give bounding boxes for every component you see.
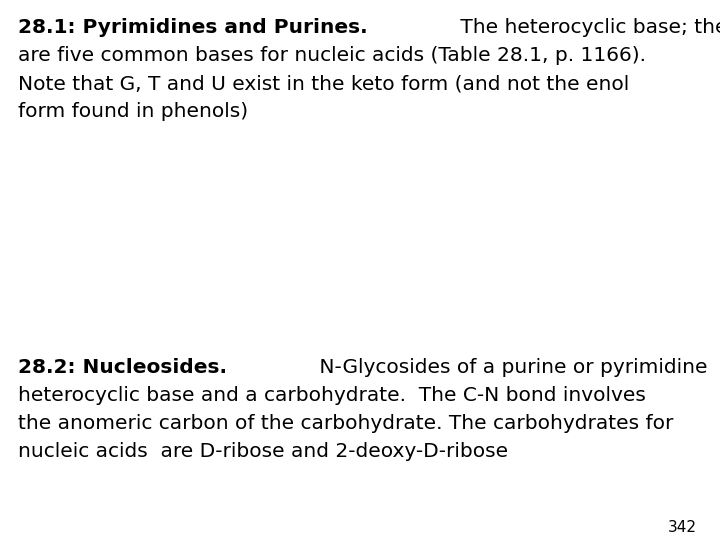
Text: 28.1: Pyrimidines and Purines.: 28.1: Pyrimidines and Purines.: [18, 18, 368, 37]
Text: Note that G, T and U exist in the keto form (and not the enol: Note that G, T and U exist in the keto f…: [18, 74, 629, 93]
Text: the anomeric carbon of the carbohydrate. The carbohydrates for: the anomeric carbon of the carbohydrate.…: [18, 414, 673, 433]
Text: heterocyclic base and a carbohydrate.  The C-N bond involves: heterocyclic base and a carbohydrate. Th…: [18, 386, 646, 405]
Text: form found in phenols): form found in phenols): [18, 102, 248, 121]
Text: N-Glycosides of a purine or pyrimidine: N-Glycosides of a purine or pyrimidine: [313, 358, 708, 377]
Text: 342: 342: [668, 520, 697, 535]
Text: 28.2: Nucleosides.: 28.2: Nucleosides.: [18, 358, 227, 377]
Text: are five common bases for nucleic acids (Table 28.1, p. 1166).: are five common bases for nucleic acids …: [18, 46, 646, 65]
Text: The heterocyclic base; there: The heterocyclic base; there: [454, 18, 720, 37]
Text: nucleic acids  are D-ribose and 2-deoxy-D-ribose: nucleic acids are D-ribose and 2-deoxy-D…: [18, 442, 508, 461]
